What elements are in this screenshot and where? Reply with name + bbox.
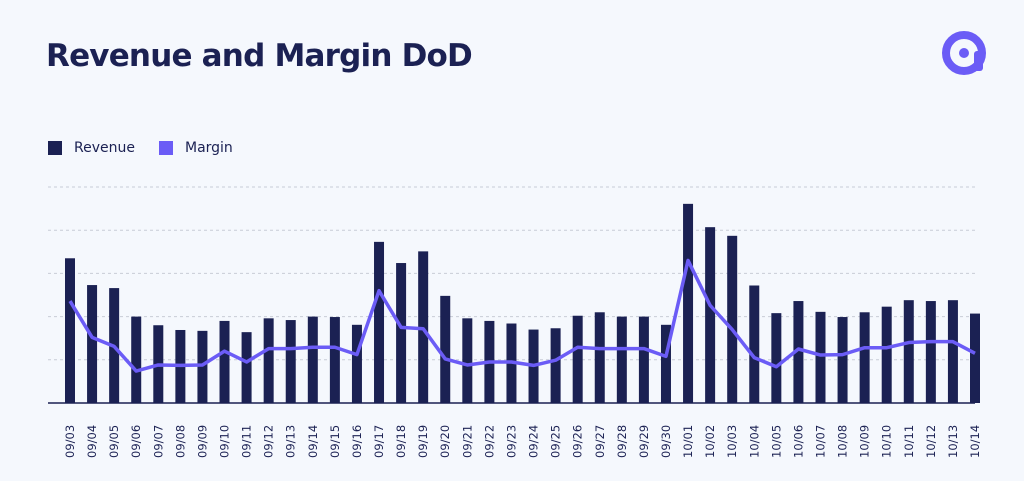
revenue-bar — [462, 318, 473, 403]
x-tick-label: 09/17 — [372, 425, 386, 458]
x-tick-label: 09/23 — [504, 425, 518, 458]
x-tick-label: 10/11 — [902, 425, 916, 458]
legend-item-margin: Margin — [158, 140, 233, 156]
legend-label-margin: Margin — [184, 140, 233, 156]
x-tick-label: 09/09 — [195, 425, 209, 458]
revenue-bar — [285, 320, 296, 403]
x-tick-label: 09/15 — [328, 425, 342, 458]
legend-swatch-margin — [158, 141, 173, 155]
x-tick-label: 09/20 — [438, 425, 452, 458]
revenue-bar — [793, 301, 804, 403]
revenue-bar — [65, 258, 75, 403]
margin-line — [68, 258, 976, 373]
x-tick-label: 09/14 — [306, 425, 320, 458]
revenue-bar — [970, 313, 980, 403]
x-tick-label: 09/11 — [240, 425, 254, 458]
revenue-bar — [263, 318, 274, 403]
x-tick-label: 09/19 — [416, 425, 430, 458]
revenue-bar — [771, 313, 782, 403]
x-tick-labels: 09/03 09/04 09/05 09/06 09/07 09/08 09/09 09/10… — [63, 425, 982, 458]
revenue-bar — [241, 332, 252, 403]
x-tick-label: 09/04 — [85, 425, 99, 458]
legend-item-revenue: Revenue — [48, 140, 135, 156]
x-tick-label: 09/21 — [460, 425, 474, 458]
x-tick-label: 09/30 — [659, 425, 673, 458]
revenue-bar — [660, 324, 671, 403]
revenue-bar — [131, 316, 142, 403]
revenue-bar — [815, 311, 826, 403]
revenue-bar — [572, 315, 583, 403]
revenue-bar — [749, 285, 760, 403]
revenue-bar — [925, 301, 936, 403]
x-tick-label: 09/27 — [593, 425, 607, 458]
revenue-bar — [837, 317, 848, 403]
x-tick-label: 10/07 — [813, 425, 827, 458]
x-tick-label: 09/28 — [615, 425, 629, 458]
brand-a-logo-icon — [942, 31, 986, 75]
x-tick-label: 09/26 — [571, 425, 585, 458]
x-tick-label: 10/08 — [836, 425, 850, 458]
x-tick-label: 09/29 — [637, 425, 651, 458]
revenue-bar — [329, 317, 340, 403]
revenue-bar — [396, 263, 407, 403]
revenue-bar — [616, 316, 627, 403]
x-tick-label: 10/01 — [681, 425, 695, 458]
x-tick-label: 09/24 — [527, 425, 541, 458]
x-tick-label: 10/06 — [791, 425, 805, 458]
revenue-bar — [374, 241, 385, 403]
x-tick-label: 09/05 — [107, 425, 121, 458]
x-tick-label: 10/12 — [924, 425, 938, 458]
x-tick-label: 09/22 — [482, 425, 496, 458]
x-tick-label: 09/12 — [262, 425, 276, 458]
x-tick-label: 10/04 — [747, 425, 761, 458]
x-tick-label: 10/10 — [880, 425, 894, 458]
x-tick-label: 09/06 — [129, 425, 143, 458]
revenue-bar — [638, 316, 649, 403]
revenue-bar — [881, 306, 892, 403]
x-tick-label: 09/07 — [151, 425, 165, 458]
x-tick-label: 10/03 — [725, 425, 739, 458]
x-tick-label: 09/10 — [218, 425, 232, 458]
revenue-bar — [903, 300, 914, 403]
revenue-bar — [705, 227, 716, 403]
x-tick-label: 10/09 — [858, 425, 872, 458]
x-tick-label: 10/02 — [703, 425, 717, 458]
legend: Revenue Margin — [48, 140, 233, 156]
legend-swatch-revenue — [48, 141, 62, 155]
x-tick-label: 09/03 — [63, 425, 77, 458]
x-tick-label: 10/13 — [946, 425, 960, 458]
revenue-bar — [727, 235, 738, 403]
x-tick-label: 09/16 — [350, 425, 364, 458]
x-tick-label: 09/13 — [284, 425, 298, 458]
revenue-bar — [197, 330, 208, 403]
revenue-bar — [351, 324, 362, 403]
revenue-bar — [947, 300, 958, 403]
x-tick-label: 10/14 — [968, 425, 982, 458]
revenue-bar — [307, 316, 318, 403]
x-tick-label: 10/05 — [769, 425, 783, 458]
revenue-bar — [219, 320, 230, 403]
revenue-bar — [683, 203, 694, 403]
legend-label-revenue: Revenue — [74, 140, 135, 156]
x-tick-label: 09/08 — [173, 425, 187, 458]
revenue-bar — [594, 312, 605, 403]
chart-title: Revenue and Margin DoD — [46, 38, 473, 74]
revenue-bar — [87, 285, 98, 403]
revenue-bar — [859, 312, 870, 403]
revenue-bar — [550, 328, 561, 403]
revenue-bar — [440, 295, 451, 403]
x-tick-label: 09/18 — [394, 425, 408, 458]
x-tick-label: 09/25 — [549, 425, 563, 458]
revenue-bars — [65, 203, 980, 403]
